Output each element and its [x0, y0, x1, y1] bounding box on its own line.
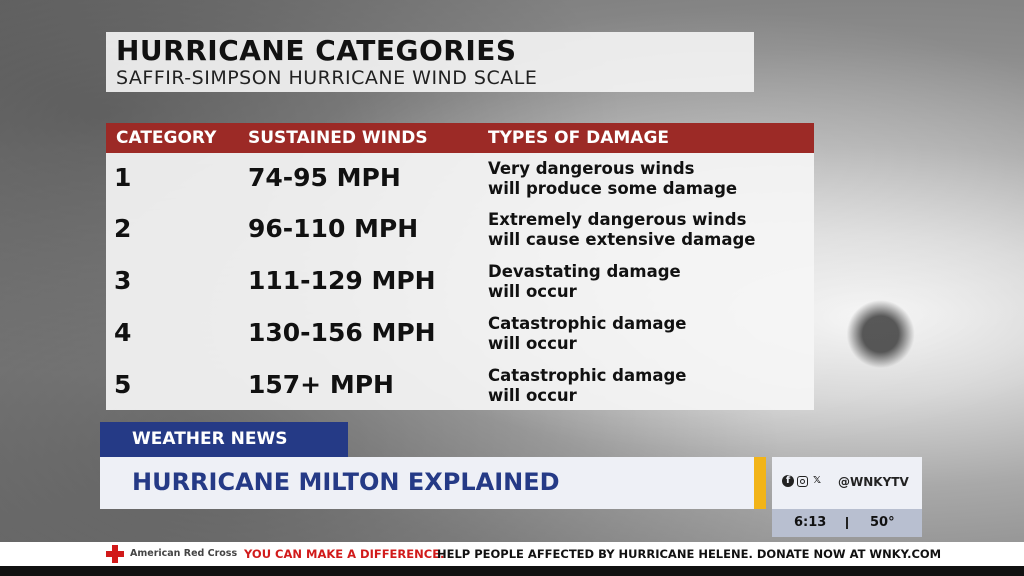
headline-text: HURRICANE MILTON EXPLAINED: [132, 468, 560, 496]
headline-bar: HURRICANE MILTON EXPLAINED: [100, 457, 754, 509]
hurricane-category-table: CATEGORY SUSTAINED WINDS TYPES OF DAMAGE…: [106, 123, 814, 410]
page-title: HURRICANE CATEGORIES: [116, 34, 517, 67]
table-row: 4 130-156 MPH Catastrophic damage will o…: [106, 314, 814, 366]
category-cell: 3: [114, 266, 132, 295]
winds-cell: 111-129 MPH: [248, 266, 436, 295]
ticker-message: HELP PEOPLE AFFECTED BY HURRICANE HELENE…: [437, 547, 942, 561]
damage-cell: Extremely dangerous winds will cause ext…: [488, 210, 818, 250]
page-subtitle: SAFFIR-SIMPSON HURRICANE WIND SCALE: [116, 67, 538, 89]
damage-cell: Catastrophic damage will occur: [488, 314, 818, 354]
table-row: 5 157+ MPH Catastrophic damage will occu…: [106, 366, 814, 418]
column-header-winds: SUSTAINED WINDS: [248, 128, 428, 148]
damage-line: will occur: [488, 282, 577, 301]
table-header: CATEGORY SUSTAINED WINDS TYPES OF DAMAGE: [106, 123, 814, 153]
bottom-bar: [0, 566, 1024, 576]
damage-line: Catastrophic damage: [488, 366, 687, 385]
damage-cell: Catastrophic damage will occur: [488, 366, 818, 406]
damage-cell: Devastating damage will occur: [488, 262, 818, 302]
weather-news-tag: WEATHER NEWS: [100, 422, 348, 457]
damage-line: Catastrophic damage: [488, 314, 687, 333]
damage-line: Extremely dangerous winds: [488, 210, 747, 229]
table-row: 1 74-95 MPH Very dangerous winds will pr…: [106, 159, 814, 211]
red-cross-icon: [106, 545, 124, 563]
damage-line: will occur: [488, 386, 577, 405]
table-row: 2 96-110 MPH Extremely dangerous winds w…: [106, 210, 814, 262]
damage-line: will cause extensive damage: [488, 230, 756, 249]
winds-cell: 74-95 MPH: [248, 163, 401, 192]
column-header-category: CATEGORY: [116, 128, 217, 148]
damage-cell: Very dangerous winds will produce some d…: [488, 159, 818, 199]
weather-news-label: WEATHER NEWS: [132, 429, 288, 449]
damage-line: Very dangerous winds: [488, 159, 695, 178]
table-row: 3 111-129 MPH Devastating damage will oc…: [106, 262, 814, 314]
clock-time: 6:13: [794, 515, 827, 530]
ticker-highlight: YOU CAN MAKE A DIFFERENCE.: [244, 547, 445, 561]
social-handle: @WNKYTV: [838, 475, 909, 489]
damage-line: will produce some damage: [488, 179, 738, 198]
accent-stripe: [754, 457, 766, 509]
category-cell: 4: [114, 318, 132, 347]
facebook-icon: f: [782, 475, 794, 487]
x-icon: 𝕏: [812, 475, 822, 486]
winds-cell: 96-110 MPH: [248, 214, 419, 243]
category-cell: 5: [114, 370, 132, 399]
category-cell: 1: [114, 163, 132, 192]
category-cell: 2: [114, 214, 132, 243]
winds-cell: 157+ MPH: [248, 370, 394, 399]
divider: [846, 517, 848, 529]
temperature: 50°: [870, 515, 895, 530]
social-panel: f 𝕏 @WNKYTV: [772, 457, 922, 509]
winds-cell: 130-156 MPH: [248, 318, 436, 347]
sponsor-name: American Red Cross: [130, 548, 238, 559]
instagram-icon: [797, 475, 808, 487]
social-icons: f 𝕏: [782, 475, 823, 487]
time-temp-panel: 6:13 50°: [772, 509, 922, 537]
damage-line: Devastating damage: [488, 262, 681, 281]
title-panel: HURRICANE CATEGORIES SAFFIR-SIMPSON HURR…: [106, 32, 754, 92]
damage-line: will occur: [488, 334, 577, 353]
news-ticker: American Red Cross YOU CAN MAKE A DIFFER…: [0, 542, 1024, 566]
column-header-damage: TYPES OF DAMAGE: [488, 128, 670, 148]
